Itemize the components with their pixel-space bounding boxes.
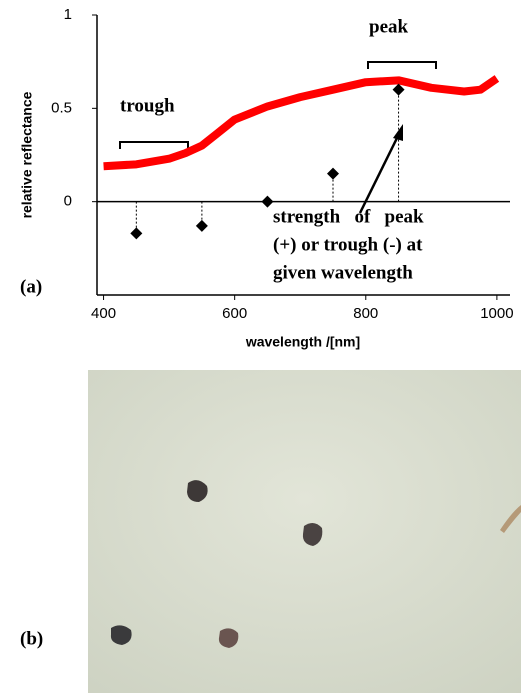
marker	[261, 196, 273, 208]
trough-bracket	[120, 142, 188, 149]
y-tick-label: 0.5	[51, 99, 72, 116]
peak-label: peak	[369, 16, 409, 37]
marker	[393, 84, 405, 96]
arrow-head	[393, 124, 403, 141]
y-axis-label: relative reflectance	[19, 91, 35, 218]
marker	[327, 168, 339, 180]
panel-label: (a)	[20, 276, 42, 297]
marker	[196, 220, 208, 232]
annotation-line: given wavelength	[273, 262, 413, 283]
x-tick-label: 400	[91, 305, 116, 322]
marker	[130, 227, 142, 239]
panel-label: (b)	[20, 628, 43, 649]
y-tick-label: 1	[64, 6, 72, 23]
peak-bracket	[368, 62, 436, 69]
annotation-line: strength of peak	[273, 206, 424, 227]
x-tick-label: 800	[353, 305, 378, 322]
x-tick-label: 1000	[480, 305, 513, 322]
x-axis-label: wavelength /[nm]	[245, 334, 360, 350]
photo	[88, 370, 521, 693]
annotation-line: (+) or trough (-) at	[273, 234, 423, 255]
y-tick-label: 0	[64, 193, 72, 210]
x-tick-label: 600	[222, 305, 247, 322]
figure: relative reflectance wavelength /[nm] tr…	[0, 0, 525, 693]
reflectance-curve	[104, 78, 497, 166]
trough-label: trough	[120, 95, 175, 116]
